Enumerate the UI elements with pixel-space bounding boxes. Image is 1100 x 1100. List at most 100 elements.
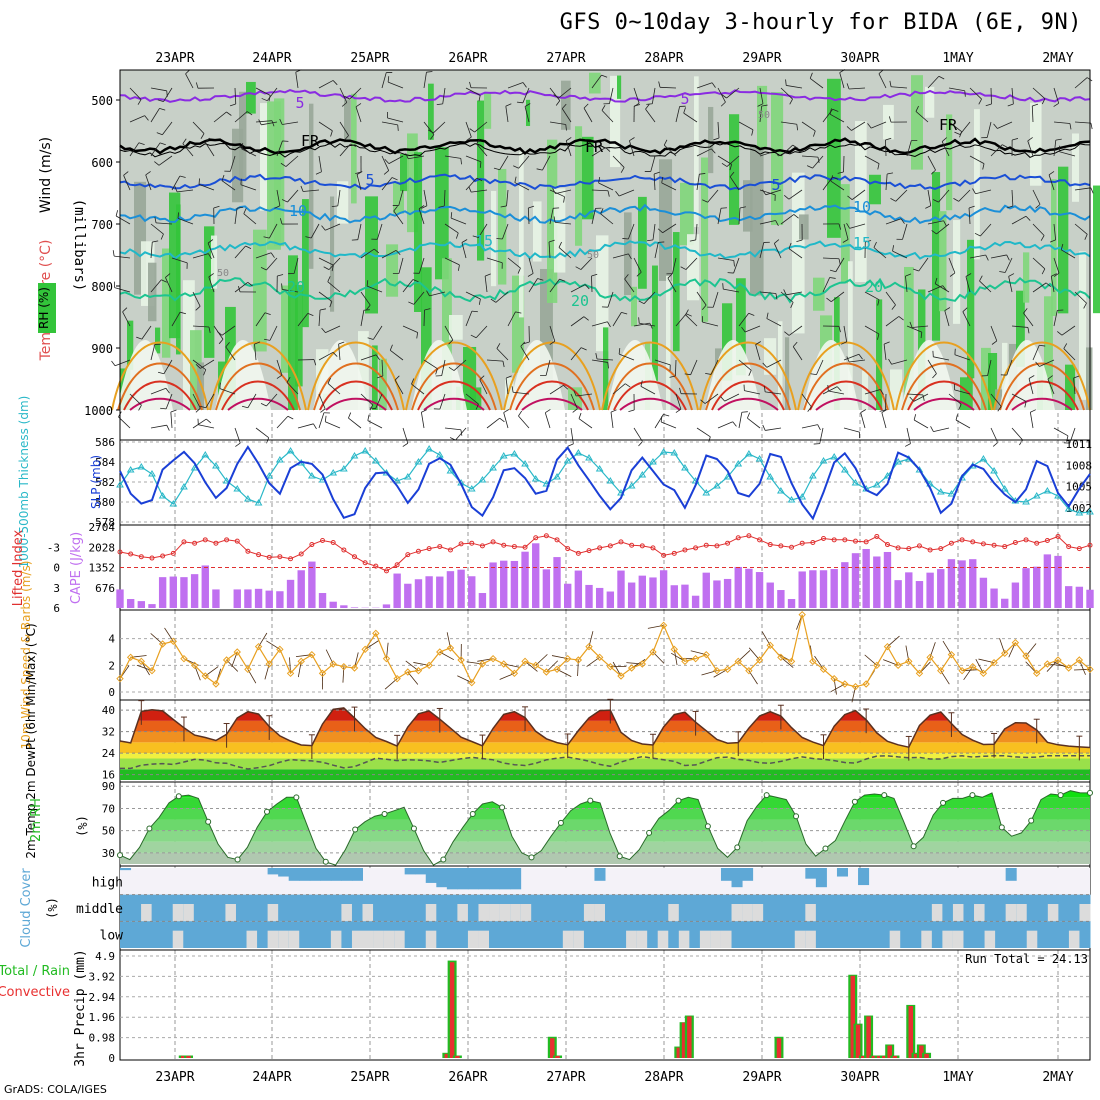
wind-speed-point <box>510 669 519 678</box>
warm-contour <box>607 362 693 411</box>
cape-bar <box>595 587 604 608</box>
cloud-gap <box>583 904 595 922</box>
cloud-cell <box>330 868 342 881</box>
cape-bar <box>329 601 337 608</box>
wind-barb-flag <box>762 424 766 431</box>
wind-speed-point <box>681 657 689 666</box>
li-point <box>725 540 731 546</box>
rh-band <box>169 192 181 339</box>
wind-barb-flag <box>478 298 481 305</box>
wind-barb <box>570 316 585 327</box>
thickness-point <box>808 472 817 479</box>
surface-wind-barb <box>535 654 548 666</box>
cape-bar <box>638 575 646 608</box>
rh-point <box>763 792 770 799</box>
wind-barb-flag <box>796 124 798 131</box>
cloud-gap <box>1005 904 1017 922</box>
wind-barb <box>439 393 446 410</box>
cape-bar <box>659 570 668 608</box>
rh-band <box>680 182 694 246</box>
wind-barb-flag <box>457 264 460 271</box>
rh-point <box>410 825 417 832</box>
wind-barb-flag <box>1047 375 1053 380</box>
wind-barb-flag <box>838 258 841 265</box>
wind-barb <box>591 189 609 192</box>
contour-label: 10 <box>289 202 307 220</box>
wind-barb-flag <box>350 143 357 147</box>
wind-barb <box>851 121 866 131</box>
wind-barb <box>318 310 321 327</box>
wind-barb <box>549 208 554 225</box>
wind-barb <box>254 344 257 361</box>
cape-bar <box>1043 554 1052 608</box>
temp-axis-label: 2m Temp 2m DewPt (6hr Min/Max) (°C) <box>24 623 38 858</box>
wind-barb <box>733 257 740 274</box>
cloud-cell <box>415 894 427 922</box>
wind-barb <box>499 155 509 170</box>
wind-speed-point <box>318 669 327 678</box>
contour-label: 20 <box>571 292 589 310</box>
wind-barb <box>717 257 734 261</box>
cloud-cell <box>204 921 216 948</box>
wind-barb-flag <box>629 137 635 142</box>
cloud-cell <box>995 921 1007 948</box>
rh-band <box>582 136 594 220</box>
wind-barb <box>717 87 726 103</box>
li-point <box>256 552 262 558</box>
wind-barb-flag <box>888 358 892 365</box>
wind-barb-flag <box>832 108 839 112</box>
wind-barb <box>471 189 488 193</box>
wind-barb-flag <box>607 190 610 197</box>
cloud-cell <box>320 894 332 922</box>
cloud-cell <box>1005 921 1017 948</box>
wind-barb <box>479 379 488 395</box>
wind-barb-flag <box>198 178 200 185</box>
wind-barb-flag <box>598 177 601 184</box>
wind-barb-flag <box>1057 331 1063 336</box>
cloud-gap <box>794 930 806 948</box>
thickness-point <box>649 458 657 465</box>
wind-barb <box>375 393 383 409</box>
cloud-gap <box>710 930 722 948</box>
wind-barb-flag <box>755 341 761 345</box>
temp-band <box>120 710 1090 721</box>
precip-convective-bar <box>555 1055 560 1058</box>
rh-point <box>352 826 359 833</box>
cape-tick-label: 676 <box>95 582 115 595</box>
wind-barb-flag <box>156 132 163 136</box>
wind-barb-flag <box>892 245 894 252</box>
rh-band <box>162 248 171 358</box>
wind-barb <box>465 121 472 138</box>
wind-barb-flag <box>658 81 661 88</box>
wind-barb <box>115 215 131 225</box>
rh-band <box>925 86 935 118</box>
thickness-point <box>286 447 295 454</box>
wind-barb <box>453 359 467 371</box>
wind-barb <box>114 255 131 259</box>
wind-barb <box>829 113 845 123</box>
wind-barb <box>221 180 236 191</box>
cloud-gap <box>141 904 153 922</box>
date-label-bottom: 28APR <box>644 1070 683 1085</box>
wind-barb <box>549 121 566 125</box>
pressure-tick-label: 600 <box>91 156 113 170</box>
wind-barb <box>381 359 384 376</box>
wind-barb-flag <box>1030 409 1036 413</box>
li-point <box>277 554 283 560</box>
wind-barb-flag <box>796 239 803 243</box>
wind-barb <box>528 257 534 274</box>
cloud-cell <box>594 868 606 881</box>
cloud-gap <box>921 930 933 948</box>
rh-band <box>533 201 542 262</box>
rh-cone <box>509 340 565 410</box>
cloud-cell <box>815 868 827 888</box>
wind-speed-point <box>212 680 220 688</box>
wind-barb-flag <box>953 198 959 202</box>
wind-barb-flag <box>369 407 376 410</box>
wind-barb-flag <box>366 304 371 310</box>
wind-barb <box>788 189 803 200</box>
wind-speed-point <box>915 669 924 678</box>
cloud-axis-label: Cloud Cover <box>19 868 34 948</box>
cape-bar <box>585 584 593 608</box>
wind-barb <box>266 87 278 101</box>
